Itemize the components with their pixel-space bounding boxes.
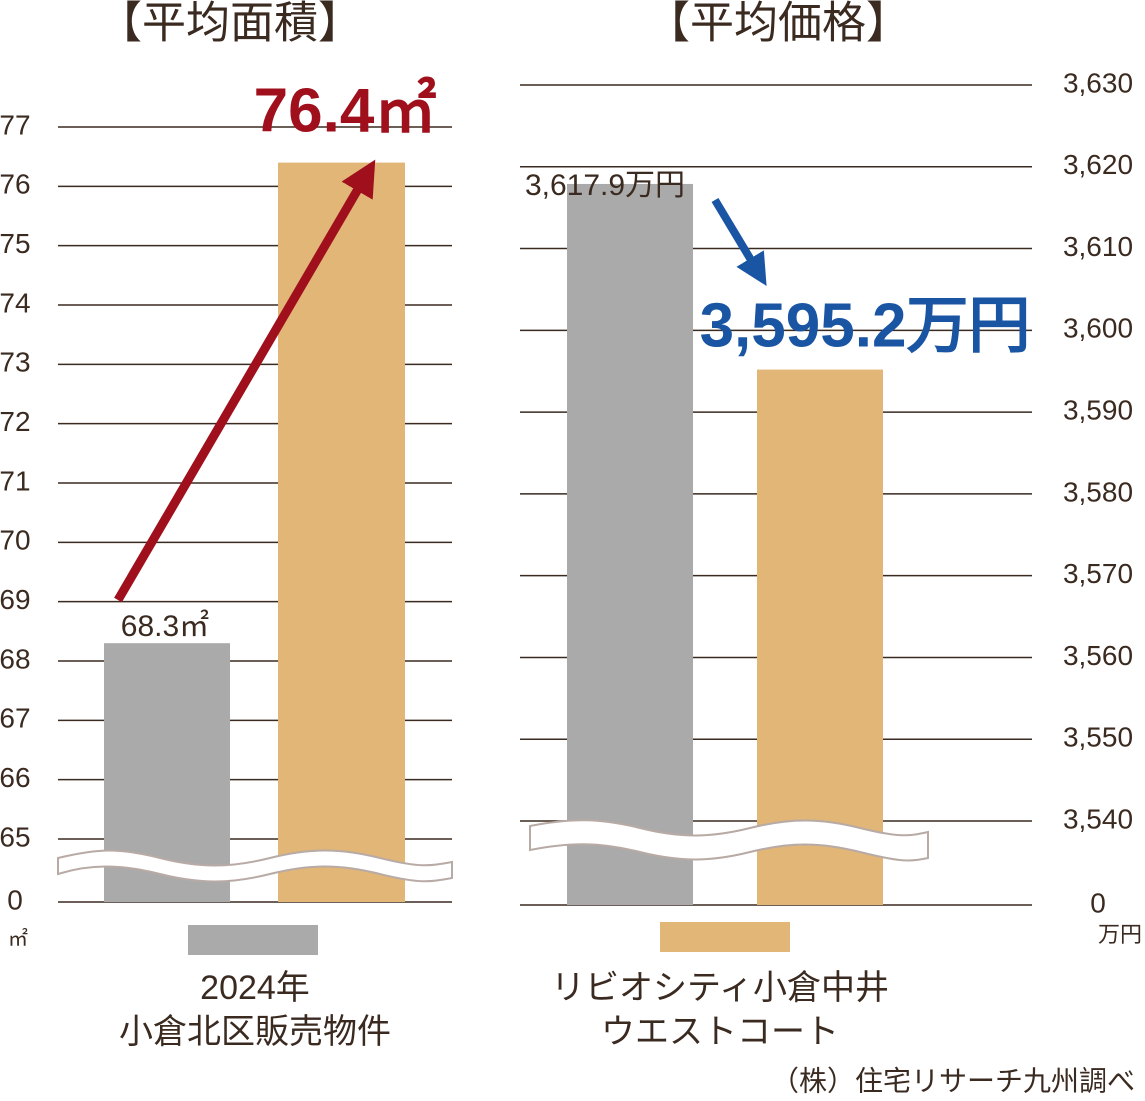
y-tick-label: 74 — [0, 287, 31, 318]
y-tick-label: 3,590 — [1063, 395, 1133, 426]
legend-swatch — [660, 922, 790, 952]
y-tick-label: 3,610 — [1063, 231, 1133, 262]
y-tick-label: 3,630 — [1063, 67, 1133, 98]
value-label: 76.4㎡ — [254, 75, 437, 145]
unit-label: ㎡ — [8, 926, 28, 950]
value-label: 3,595.2万円 — [700, 291, 1031, 360]
y-tick-label: 76 — [0, 169, 31, 200]
chart-title: 【平均面積】 — [98, 0, 362, 48]
y-tick-label: 68 — [0, 643, 31, 674]
y-tick-label: 69 — [0, 584, 31, 615]
y-tick-label: 77 — [0, 109, 31, 140]
source: （株）住宅リサーチ九州調べ — [771, 1065, 1135, 1096]
value-label: 68.3㎡ — [121, 610, 209, 643]
trend-arrow — [114, 159, 376, 603]
y-tick-label: 3,570 — [1063, 558, 1133, 589]
value-label: 3,617.9万円 — [525, 169, 685, 202]
y-tick-label: 73 — [0, 347, 31, 378]
legend-swatch — [188, 925, 318, 955]
bar — [278, 162, 405, 903]
y-tick-label: 67 — [0, 703, 31, 734]
y-tick-label: 0 — [1090, 887, 1106, 918]
axis-break — [529, 819, 929, 862]
y-tick-label: 72 — [0, 406, 31, 437]
trend-arrow — [711, 197, 767, 286]
y-tick-label: 70 — [0, 525, 31, 556]
legend-entry: 2024年 小倉北区販売物件 — [119, 969, 391, 1051]
y-tick-label: 3,600 — [1063, 313, 1133, 344]
y-tick-label: 0 — [7, 884, 23, 915]
y-tick-label: 3,560 — [1063, 640, 1133, 671]
legend-entry: リビオシティ小倉中井 ウエストコート — [551, 969, 889, 1051]
y-tick-label: 3,620 — [1063, 149, 1133, 180]
y-tick-label: 3,540 — [1063, 803, 1133, 834]
y-tick-label: 71 — [0, 465, 31, 496]
bar — [567, 183, 693, 905]
axis-break — [57, 849, 453, 883]
y-tick-label: 3,550 — [1063, 722, 1133, 753]
y-tick-label: 3,580 — [1063, 476, 1133, 507]
y-tick-label: 66 — [0, 762, 31, 793]
chart-title: 【平均価格】 — [646, 0, 910, 48]
bar — [757, 369, 883, 905]
y-tick-label: 75 — [0, 228, 31, 259]
y-tick-label: 65 — [0, 821, 31, 852]
unit-label: 万円 — [1098, 922, 1142, 947]
